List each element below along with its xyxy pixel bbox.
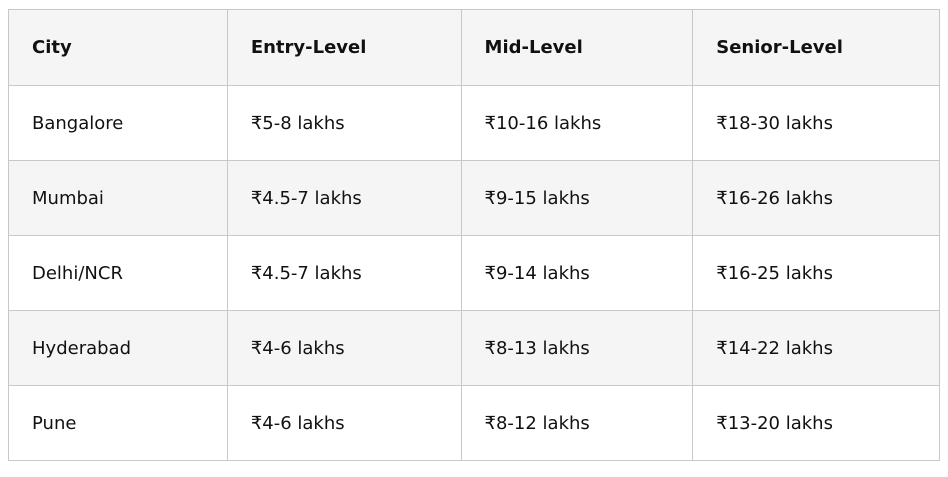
cell-mid-level: ₹8-12 lakhs xyxy=(460,385,694,461)
salary-table: City Entry-Level Mid-Level Senior-Level … xyxy=(8,9,940,461)
table-header-row: City Entry-Level Mid-Level Senior-Level xyxy=(8,9,940,86)
cell-senior-level: ₹18-30 lakhs xyxy=(692,85,940,161)
cell-mid-level: ₹8-13 lakhs xyxy=(460,310,694,386)
cell-city: Hyderabad xyxy=(8,310,228,386)
cell-entry-level: ₹4-6 lakhs xyxy=(226,385,462,461)
table-row: Mumbai ₹4.5-7 lakhs ₹9-15 lakhs ₹16-26 lakh… xyxy=(8,160,940,236)
cell-mid-level: ₹9-15 lakhs xyxy=(460,160,694,236)
cell-entry-level: ₹4.5-7 lakhs xyxy=(226,235,462,311)
table-row: Bangalore ₹5-8 lakhs ₹10-16 lakhs ₹18-30 la… xyxy=(8,85,940,161)
cell-entry-level: ₹4-6 lakhs xyxy=(226,310,462,386)
cell-senior-level: ₹14-22 lakhs xyxy=(692,310,940,386)
cell-city: Bangalore xyxy=(8,85,228,161)
table-row: Delhi/NCR ₹4.5-7 lakhs ₹9-14 lakhs ₹16-25 l… xyxy=(8,235,940,311)
cell-city: Delhi/NCR xyxy=(8,235,228,311)
cell-entry-level: ₹5-8 lakhs xyxy=(226,85,462,161)
cell-city: Pune xyxy=(8,385,228,461)
cell-city: Mumbai xyxy=(8,160,228,236)
table-row: Hyderabad ₹4-6 lakhs ₹8-13 lakhs ₹14-22 lak… xyxy=(8,310,940,386)
table-row: Pune ₹4-6 lakhs ₹8-12 lakhs ₹13-20 lakhs xyxy=(8,385,940,461)
cell-senior-level: ₹16-26 lakhs xyxy=(692,160,940,236)
header-mid-level: Mid-Level xyxy=(460,9,694,86)
cell-senior-level: ₹16-25 lakhs xyxy=(692,235,940,311)
cell-senior-level: ₹13-20 lakhs xyxy=(692,385,940,461)
cell-mid-level: ₹10-16 lakhs xyxy=(460,85,694,161)
header-entry-level: Entry-Level xyxy=(226,9,462,86)
cell-mid-level: ₹9-14 lakhs xyxy=(460,235,694,311)
header-senior-level: Senior-Level xyxy=(692,9,940,86)
cell-entry-level: ₹4.5-7 lakhs xyxy=(226,160,462,236)
header-city: City xyxy=(8,9,228,86)
